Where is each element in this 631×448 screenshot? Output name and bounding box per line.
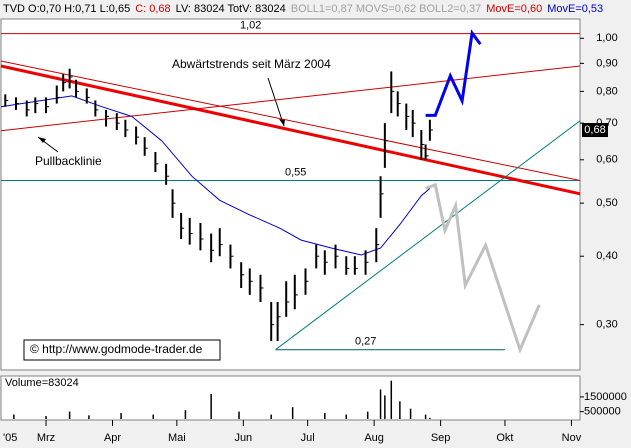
y-tick-label: 0,30 — [596, 319, 617, 331]
volume-tick-label: 500000 — [584, 406, 621, 418]
header-item: TVD O:0,70 H:0,71 L:0,65 — [3, 3, 130, 15]
x-tick-label: Mrz — [37, 432, 55, 444]
x-tick-label: Mai — [168, 432, 186, 444]
header-item: C: 0,68 — [135, 3, 170, 15]
projection — [425, 182, 541, 354]
trendline — [0, 60, 581, 181]
trendline — [0, 64, 581, 196]
last-price-box — [582, 123, 608, 138]
arrow-head — [38, 137, 46, 143]
level-label: 0,55 — [285, 166, 306, 178]
moving-average — [0, 95, 431, 256]
x-tick-label: Okt — [496, 432, 513, 444]
x-tick-label: Sep — [431, 432, 451, 444]
price-panel — [0, 18, 581, 371]
y-tick-label: 0,60 — [596, 154, 617, 166]
header-item: BOLL1=0,87 MOVS=0,62 BOLL2=0,37 — [291, 3, 482, 15]
header-item: MovE=0,53 — [547, 3, 603, 15]
arrow-head — [279, 119, 285, 126]
volume-tick-label: 1500000 — [584, 391, 627, 403]
volume-panel — [0, 375, 581, 421]
header: TVD O:0,70 H:0,71 L:0,65 C: 0,68 LV: 83024… — [3, 3, 603, 15]
copyright-box — [23, 339, 221, 361]
level-label: 1,02 — [240, 20, 261, 32]
trendline — [275, 120, 581, 351]
annotation: © http://www.godmode-trader.de — [30, 342, 203, 356]
x-tick-label: Apr — [104, 432, 121, 444]
y-tick-label: 1,00 — [596, 32, 617, 44]
arrow — [267, 77, 285, 127]
y-tick-label: 0,40 — [596, 250, 617, 262]
projection — [425, 29, 482, 117]
y-tick-label: 0,90 — [596, 57, 617, 69]
header-item: MovE=0,60 — [486, 3, 542, 15]
volume-title: Volume=83024 — [5, 377, 79, 389]
x-tick-label: Jun — [234, 432, 252, 444]
annotation: Abwärtstrends seit März 2004 — [172, 57, 331, 71]
trendline — [0, 65, 581, 132]
level-label: 0,27 — [355, 336, 376, 348]
y-tick-label: 0,80 — [596, 85, 617, 97]
x-tick-label: Jul — [301, 432, 315, 444]
last-price-label: 0,68 — [584, 124, 605, 136]
x-tick-label: Aug — [364, 432, 384, 444]
year-label: '05 — [3, 432, 17, 444]
x-tick-label: Nov — [562, 432, 582, 444]
y-tick-label: 0,50 — [596, 197, 617, 209]
annotation: Pullbacklinie — [35, 154, 102, 168]
header-item: LV: 83024 TotV: 83024 — [176, 3, 286, 15]
